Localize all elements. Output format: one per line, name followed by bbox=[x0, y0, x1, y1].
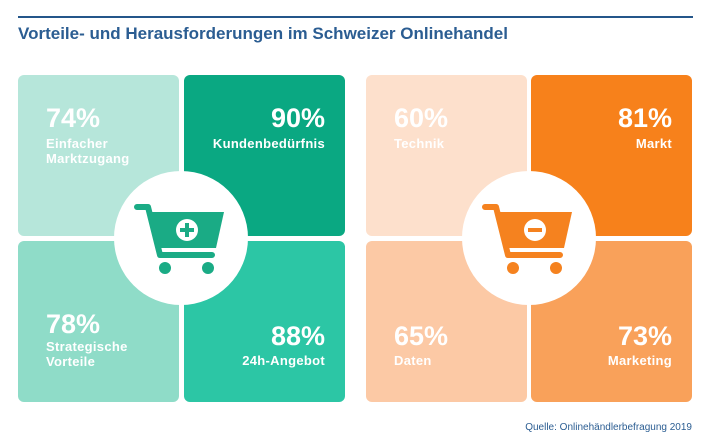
tile-label: Markt bbox=[635, 136, 672, 151]
source: Quelle: Onlinehändlerbefragung 2019 bbox=[525, 422, 692, 433]
tile-value: 60% bbox=[394, 103, 449, 133]
label-line: Strategische bbox=[46, 339, 128, 354]
header-rule bbox=[18, 16, 693, 18]
tile-label: Einfacher Marktzugang bbox=[46, 136, 129, 166]
tile-value: 81% bbox=[617, 103, 672, 133]
tile-value: 90% bbox=[270, 103, 325, 133]
label-line: Marktzugang bbox=[46, 151, 130, 166]
label-line: Vorteile bbox=[46, 354, 96, 369]
tile-label: 24h-Angebot bbox=[242, 353, 325, 368]
tile-label: Kundenbedürfnis bbox=[212, 136, 325, 151]
tile-value: 65% bbox=[394, 321, 449, 351]
title: Vorteile- und Herausforderungen im Schwe… bbox=[18, 24, 508, 43]
tile-value: 73% bbox=[617, 321, 672, 351]
tile-value: 74% bbox=[46, 103, 101, 133]
tile-label: Daten bbox=[394, 353, 432, 368]
tile: 74% Einfacher Marktzugang bbox=[18, 75, 179, 236]
cart-plus-icon bbox=[114, 171, 248, 305]
tile-value: 88% bbox=[270, 321, 325, 351]
tile-value: 78% bbox=[46, 309, 101, 339]
tile-label: Marketing bbox=[607, 353, 672, 368]
label-line: Einfacher bbox=[46, 136, 108, 151]
tile-label: Technik bbox=[394, 136, 445, 151]
tile-label: Strategische Vorteile bbox=[46, 339, 128, 369]
cart-minus-icon bbox=[462, 171, 596, 305]
